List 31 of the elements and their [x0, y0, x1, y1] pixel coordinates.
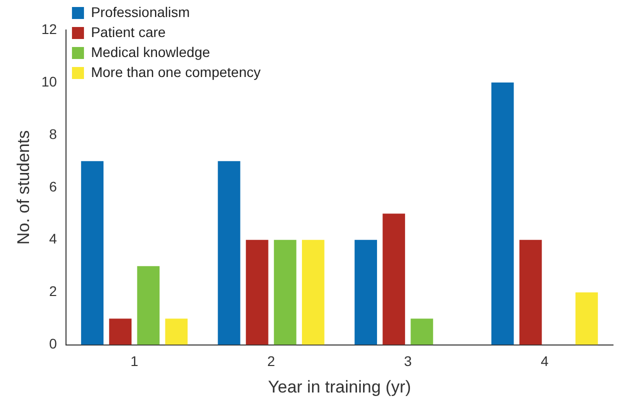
y-tick-label: 0 — [49, 336, 58, 352]
y-tick-label: 10 — [41, 73, 58, 90]
x-axis-title: Year in training (yr) — [268, 377, 411, 396]
y-tick-label: 12 — [41, 20, 58, 37]
y-tick-label: 4 — [49, 230, 58, 247]
x-tick-label: 3 — [404, 353, 412, 370]
bar — [274, 240, 296, 345]
bar — [81, 161, 104, 345]
y-axis-title: No. of students — [14, 130, 33, 245]
legend-label: Patient care — [90, 24, 166, 40]
bar — [575, 292, 598, 345]
legend-label: Medical knowledge — [90, 44, 210, 60]
bar — [382, 214, 406, 345]
y-tick-label: 8 — [49, 126, 58, 142]
bar — [410, 318, 434, 345]
x-tick-label: 4 — [540, 353, 549, 370]
bar — [137, 266, 160, 345]
bar — [302, 240, 324, 345]
x-tick-label: 1 — [130, 353, 138, 370]
y-tick-label: 6 — [49, 178, 58, 194]
y-tick-label: 2 — [49, 283, 58, 300]
bar — [519, 240, 542, 345]
x-tick-label: 2 — [267, 353, 276, 370]
bar — [354, 240, 378, 345]
bar — [491, 82, 514, 345]
bar — [165, 318, 188, 345]
bar — [246, 240, 268, 345]
bar — [109, 318, 132, 345]
bar — [218, 161, 240, 345]
legend-label: Professionalism — [90, 4, 190, 20]
legend-label: More than one competency — [90, 64, 261, 80]
